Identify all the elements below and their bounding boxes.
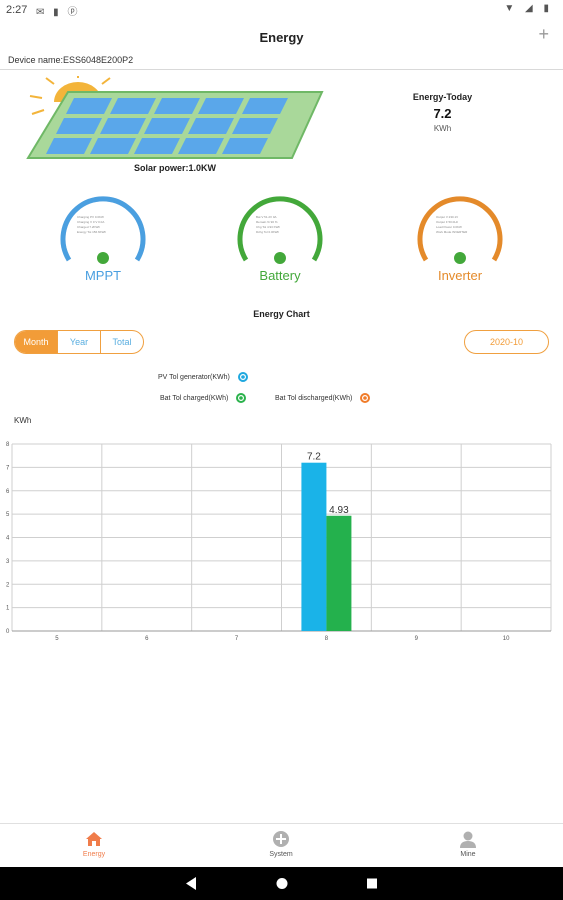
page-title: Energy (259, 30, 304, 45)
gauge-label-inverter: Inverter (437, 268, 483, 283)
radio-icon[interactable] (236, 393, 247, 403)
person-icon (460, 831, 476, 848)
gauge-ring (417, 196, 503, 264)
x-tick-label: 9 (415, 636, 419, 642)
energy-chart-title: Energy Chart (253, 309, 310, 319)
gauge-line: Charged 7.2KWh (77, 225, 101, 229)
y-axis-label: KWh (14, 416, 32, 425)
plus-circle-icon (273, 831, 289, 847)
nav-energy[interactable]: Energy (64, 830, 124, 858)
gauge-line: Output V 230.1V (436, 215, 459, 219)
nav-system[interactable]: System (251, 830, 311, 858)
gauge-label-mppt: MPPT (84, 268, 122, 283)
gauge-line: Energy Tot 156.6KWh (77, 230, 107, 234)
legend-label: Bat Tol discharged(KWh) (275, 394, 353, 402)
home-circle-icon[interactable] (262, 867, 302, 900)
nav-label: Mine (460, 851, 476, 858)
tab-month[interactable]: Month (15, 331, 57, 353)
energy-today: Energy-Today 7.2 KWh (395, 92, 490, 133)
nav-label: System (269, 851, 293, 858)
gauge-mppt[interactable]: Charging PV 0.0KW Charging V 0 V 0.0A Ch… (55, 190, 151, 285)
y-tick-label: 6 (6, 489, 10, 495)
y-tick-label: 3 (6, 559, 10, 565)
energy-today-label: Energy-Today (412, 92, 473, 102)
x-tick-label: 8 (325, 636, 329, 642)
bar-1 (326, 515, 352, 631)
y-tick-label: 4 (6, 536, 10, 542)
home-icon (86, 832, 102, 846)
gauge-label-battery: Battery (259, 268, 301, 283)
y-tick-label: 5 (6, 512, 10, 518)
status-bar: 2:27 ✉ ▮ ⓟ ▼ ◢ ▮ (0, 0, 563, 20)
gauge-line: Charging V 0 V 0.0A (77, 220, 105, 224)
gauge-inverter[interactable]: Output V 230.1V Output F 50.0Hz Load Pow… (412, 190, 508, 285)
nav-label: Energy (82, 851, 106, 858)
battery-signal-icons: ▼ ◢ ▮ (504, 3, 553, 14)
gauge-ring (60, 196, 146, 264)
divider (0, 69, 563, 70)
legend-pv-generator[interactable]: PV Tol generator(KWh) (158, 372, 248, 382)
legend-bat-charged[interactable]: Bat Tol charged(KWh) (160, 393, 247, 403)
status-time: 2:27 (6, 4, 28, 16)
gauge-line: Load Power 0.0KW (436, 225, 462, 229)
back-icon[interactable] (172, 867, 212, 900)
period-tabs: Month Year Total (14, 330, 144, 354)
solar-power-label: Solar power:1.0KW (133, 163, 216, 173)
solar-panel-illustration (26, 76, 324, 159)
y-tick-label: 0 (6, 629, 10, 635)
legend-bat-discharged[interactable]: Bat Tol discharged(KWh) (275, 393, 371, 403)
bar-0 (301, 462, 327, 631)
legend-label: PV Tol generator(KWh) (158, 373, 230, 381)
energy-today-value: 7.2 (433, 106, 452, 121)
tab-year[interactable]: Year (57, 331, 100, 353)
x-tick-label: 5 (55, 636, 59, 642)
energy-today-unit: KWh (433, 124, 452, 133)
system-nav-bar (0, 867, 563, 900)
gauge-line: Remain % 90 % (256, 220, 278, 224)
notification-icons: ✉ ▮ ⓟ (36, 7, 81, 18)
app-bar: Energy + (0, 20, 563, 52)
x-tick-label: 6 (145, 636, 149, 642)
gauge-line: Bat V 51.2V 0A (256, 215, 277, 219)
data-label: 4.93 (329, 505, 349, 516)
gauge-line: Charging PV 0.0KW (77, 215, 104, 219)
gauge-line: Work Mode INVERTER (436, 230, 468, 234)
bottom-nav: Energy System Mine (0, 823, 563, 868)
legend-label: Bat Tol charged(KWh) (160, 394, 229, 402)
y-tick-label: 1 (6, 606, 10, 612)
gauge-battery[interactable]: Bat V 51.2V 0A Remain % 90 % Chg Tol 4.9… (232, 190, 328, 285)
radio-icon[interactable] (237, 372, 248, 382)
y-tick-label: 8 (6, 442, 10, 448)
data-label: 7.2 (307, 452, 321, 463)
add-icon[interactable]: + (538, 24, 549, 44)
gauge-line: Dchg Tol 0.0KWh (256, 230, 280, 234)
gauge-line: Chg Tol 4.93 KWh (256, 225, 281, 229)
nav-mine[interactable]: Mine (438, 830, 498, 858)
tab-total[interactable]: Total (100, 331, 143, 353)
x-tick-label: 10 (503, 636, 510, 642)
gauge-line: Output F 50.0Hz (436, 220, 459, 224)
recents-icon[interactable] (352, 867, 392, 900)
gauge-ring (237, 196, 323, 264)
energy-bar-chart: 0 1 2 3 4 5 6 7 8 5 6 7 8 9 10 7.2 4.93 (6, 442, 552, 642)
device-name: Device name:ESS6048E200P2 (8, 55, 134, 65)
x-tick-label: 7 (235, 636, 239, 642)
date-picker-button[interactable]: 2020-10 (464, 330, 549, 354)
y-tick-label: 7 (6, 465, 10, 471)
y-tick-label: 2 (6, 582, 10, 588)
radio-icon[interactable] (360, 393, 371, 403)
